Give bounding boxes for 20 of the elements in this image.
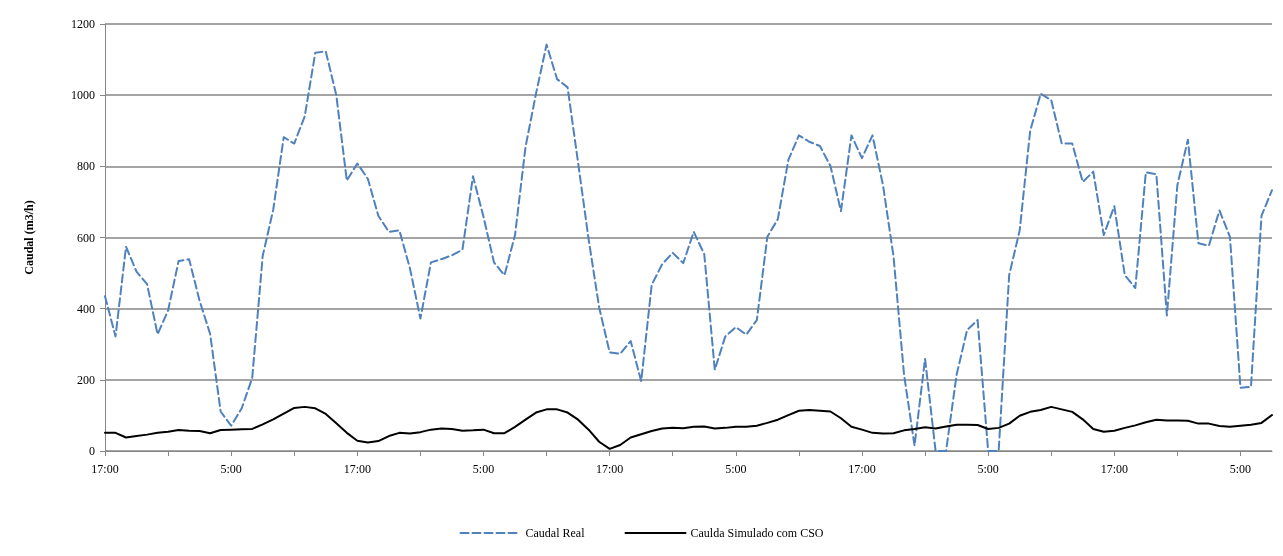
- x-tick-label: 17:00: [848, 462, 876, 476]
- x-tick-label: 17:00: [595, 462, 624, 476]
- y-tick-label: 800: [77, 159, 95, 174]
- y-tick-label: 0: [89, 444, 95, 458]
- legend-label: Caudal Real: [525, 526, 586, 540]
- y-tick-label: 600: [77, 230, 95, 245]
- x-tick-label: 17:00: [91, 462, 119, 476]
- x-tick-label: 5:00: [725, 462, 747, 476]
- x-tick-label: 5:00: [220, 462, 242, 476]
- y-axis-title: Caudal (m3/h): [22, 200, 36, 275]
- legend-label: Caulda Simulado com CSO: [690, 526, 824, 540]
- x-tick-label: 17:00: [1100, 462, 1128, 476]
- x-tick-label: 5:00: [472, 462, 495, 476]
- y-tick-label: 200: [77, 372, 95, 387]
- x-tick-label: 5:00: [1229, 462, 1252, 476]
- x-tick-label: 17:00: [343, 462, 371, 476]
- y-tick-label: 1000: [71, 88, 95, 103]
- x-tick-label: 5:00: [977, 462, 999, 476]
- y-tick-label: 1200: [71, 17, 95, 31]
- y-tick-label: 400: [77, 301, 95, 316]
